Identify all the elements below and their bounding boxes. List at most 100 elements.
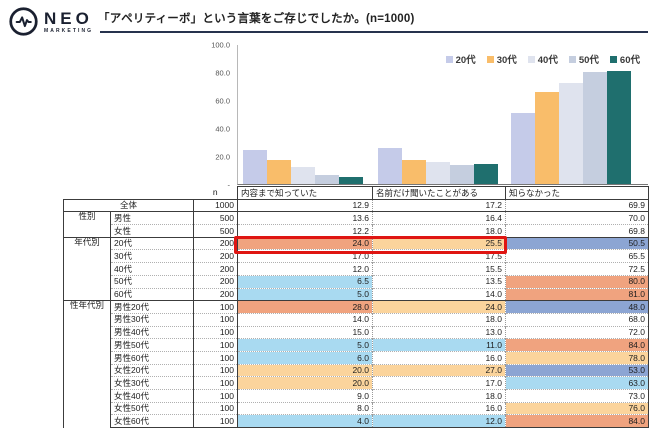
value-cell: 20.0 (237, 376, 373, 390)
value-cell: 15.0 (237, 325, 373, 339)
value-cell: 78.0 (505, 350, 649, 365)
row-label-cell: 60代 (110, 287, 194, 301)
value-cell: 65.5 (505, 249, 649, 263)
table-row: 女性40代 100 9.0 18.0 73.0 (64, 389, 649, 403)
chart-legend: 20代 30代 40代 50代 60代 (445, 52, 640, 66)
row-label-cell: 全体 (63, 198, 194, 212)
row-label-cell: 女性40代 (110, 389, 194, 403)
n-cell: 1000 (193, 198, 238, 212)
n-cell: 100 (193, 325, 238, 339)
bar-20代 (511, 113, 535, 184)
bar-40代 (291, 167, 315, 184)
bar-chart-plot (237, 45, 648, 185)
value-cell: 16.0 (372, 350, 506, 365)
value-cell: 18.0 (372, 312, 506, 327)
y-tick-label: 80.0 (215, 68, 230, 78)
n-cell: 200 (193, 236, 238, 250)
row-label-cell: 30代 (110, 249, 194, 263)
table-row: 女性20代 100 20.0 27.0 53.0 (64, 363, 649, 377)
value-cell: 48.0 (505, 300, 649, 314)
value-cell: 5.0 (237, 338, 373, 352)
row-label-cell: 女性 (110, 224, 194, 238)
value-cell: 6.5 (237, 274, 373, 288)
group-label-cell: 年代別 (63, 236, 111, 301)
value-cell: 14.0 (237, 312, 373, 327)
value-cell: 69.8 (505, 224, 649, 238)
title-underline (100, 31, 648, 33)
value-cell: 63.0 (505, 376, 649, 390)
value-cell: 17.2 (372, 198, 506, 212)
legend-swatch-icon (486, 55, 494, 63)
legend-item-60代: 60代 (609, 52, 640, 66)
legend-swatch-icon (445, 55, 453, 63)
value-cell: 24.0 (372, 300, 506, 314)
n-cell: 100 (193, 414, 238, 429)
value-cell: 4.0 (237, 414, 373, 429)
value-cell: 12.0 (237, 262, 373, 276)
row-label-cell: 男性50代 (110, 338, 194, 352)
row-label-cell: 男性20代 (110, 300, 194, 314)
bar-60代 (474, 164, 498, 184)
bar-50代 (450, 165, 474, 184)
n-cell: 100 (193, 350, 238, 365)
legend-swatch-icon (527, 55, 535, 63)
value-cell: 68.0 (505, 312, 649, 327)
neo-marketing-logo: NEO MARKETING (8, 6, 93, 37)
legend-swatch-icon (568, 55, 576, 63)
legend-label: 30代 (496, 55, 517, 66)
n-cell: 500 (193, 211, 238, 225)
value-cell: 15.5 (372, 262, 506, 276)
table-row: 女性30代 100 20.0 17.0 63.0 (64, 376, 649, 390)
row-label-cell: 男性60代 (110, 350, 194, 365)
table-row: 男性30代 100 14.0 18.0 68.0 (64, 312, 649, 327)
n-cell: 100 (193, 363, 238, 377)
bar-group-3 (506, 45, 649, 184)
table-row: 60代 200 5.0 14.0 81.0 (64, 287, 649, 301)
table-row: 女性 500 12.2 18.0 69.8 (64, 224, 649, 238)
legend-label: 50代 (578, 55, 599, 66)
value-cell: 13.0 (372, 325, 506, 339)
legend-swatch-icon (609, 55, 617, 63)
value-cell: 8.0 (237, 401, 373, 415)
value-cell: 13.6 (237, 211, 373, 225)
value-cell: 11.0 (372, 338, 506, 352)
value-cell: 18.0 (372, 224, 506, 238)
value-cell: 27.0 (372, 363, 506, 377)
pulse-circle-icon (8, 6, 39, 37)
value-cell: 84.0 (505, 338, 649, 352)
table-row: 男性50代 100 5.0 11.0 84.0 (64, 338, 649, 352)
value-cell: 13.5 (372, 274, 506, 288)
n-cell: 500 (193, 224, 238, 238)
value-cell: 81.0 (505, 287, 649, 301)
bar-60代 (607, 70, 631, 184)
row-label-cell: 女性60代 (110, 414, 194, 429)
column-header-knew-content: 内容まで知っていた (237, 186, 373, 200)
value-cell: 25.5 (372, 236, 506, 250)
y-tick-label: 20.0 (215, 152, 230, 162)
value-cell: 16.4 (372, 211, 506, 225)
value-cell: 73.0 (505, 389, 649, 403)
legend-label: 40代 (537, 55, 558, 66)
n-cell: 100 (193, 376, 238, 390)
value-cell: 16.0 (372, 401, 506, 415)
group-label-cell: 性別 (63, 211, 111, 238)
value-cell: 12.0 (372, 414, 506, 429)
legend-label: 20代 (455, 55, 476, 66)
table-row: 男性40代 100 15.0 13.0 72.0 (64, 325, 649, 339)
y-tick-label: 60.0 (215, 96, 230, 106)
bar-30代 (402, 159, 426, 184)
value-cell: 84.0 (505, 414, 649, 429)
legend-item-50代: 50代 (568, 52, 599, 66)
row-label-cell: 男性30代 (110, 312, 194, 327)
table-row: 性年代別 男性20代 100 28.0 24.0 48.0 (63, 300, 649, 428)
bar-40代 (559, 82, 583, 184)
y-tick-label: - (227, 180, 231, 190)
bar-30代 (267, 160, 291, 184)
table-header-row: n 内容まで知っていた 名前だけ聞いたことがある 知らなかった (63, 186, 649, 200)
y-tick-label: 40.0 (215, 124, 230, 134)
value-cell: 28.0 (237, 300, 373, 314)
value-cell: 17.0 (372, 376, 506, 390)
n-cell: 200 (193, 262, 238, 276)
n-cell: 200 (193, 274, 238, 288)
